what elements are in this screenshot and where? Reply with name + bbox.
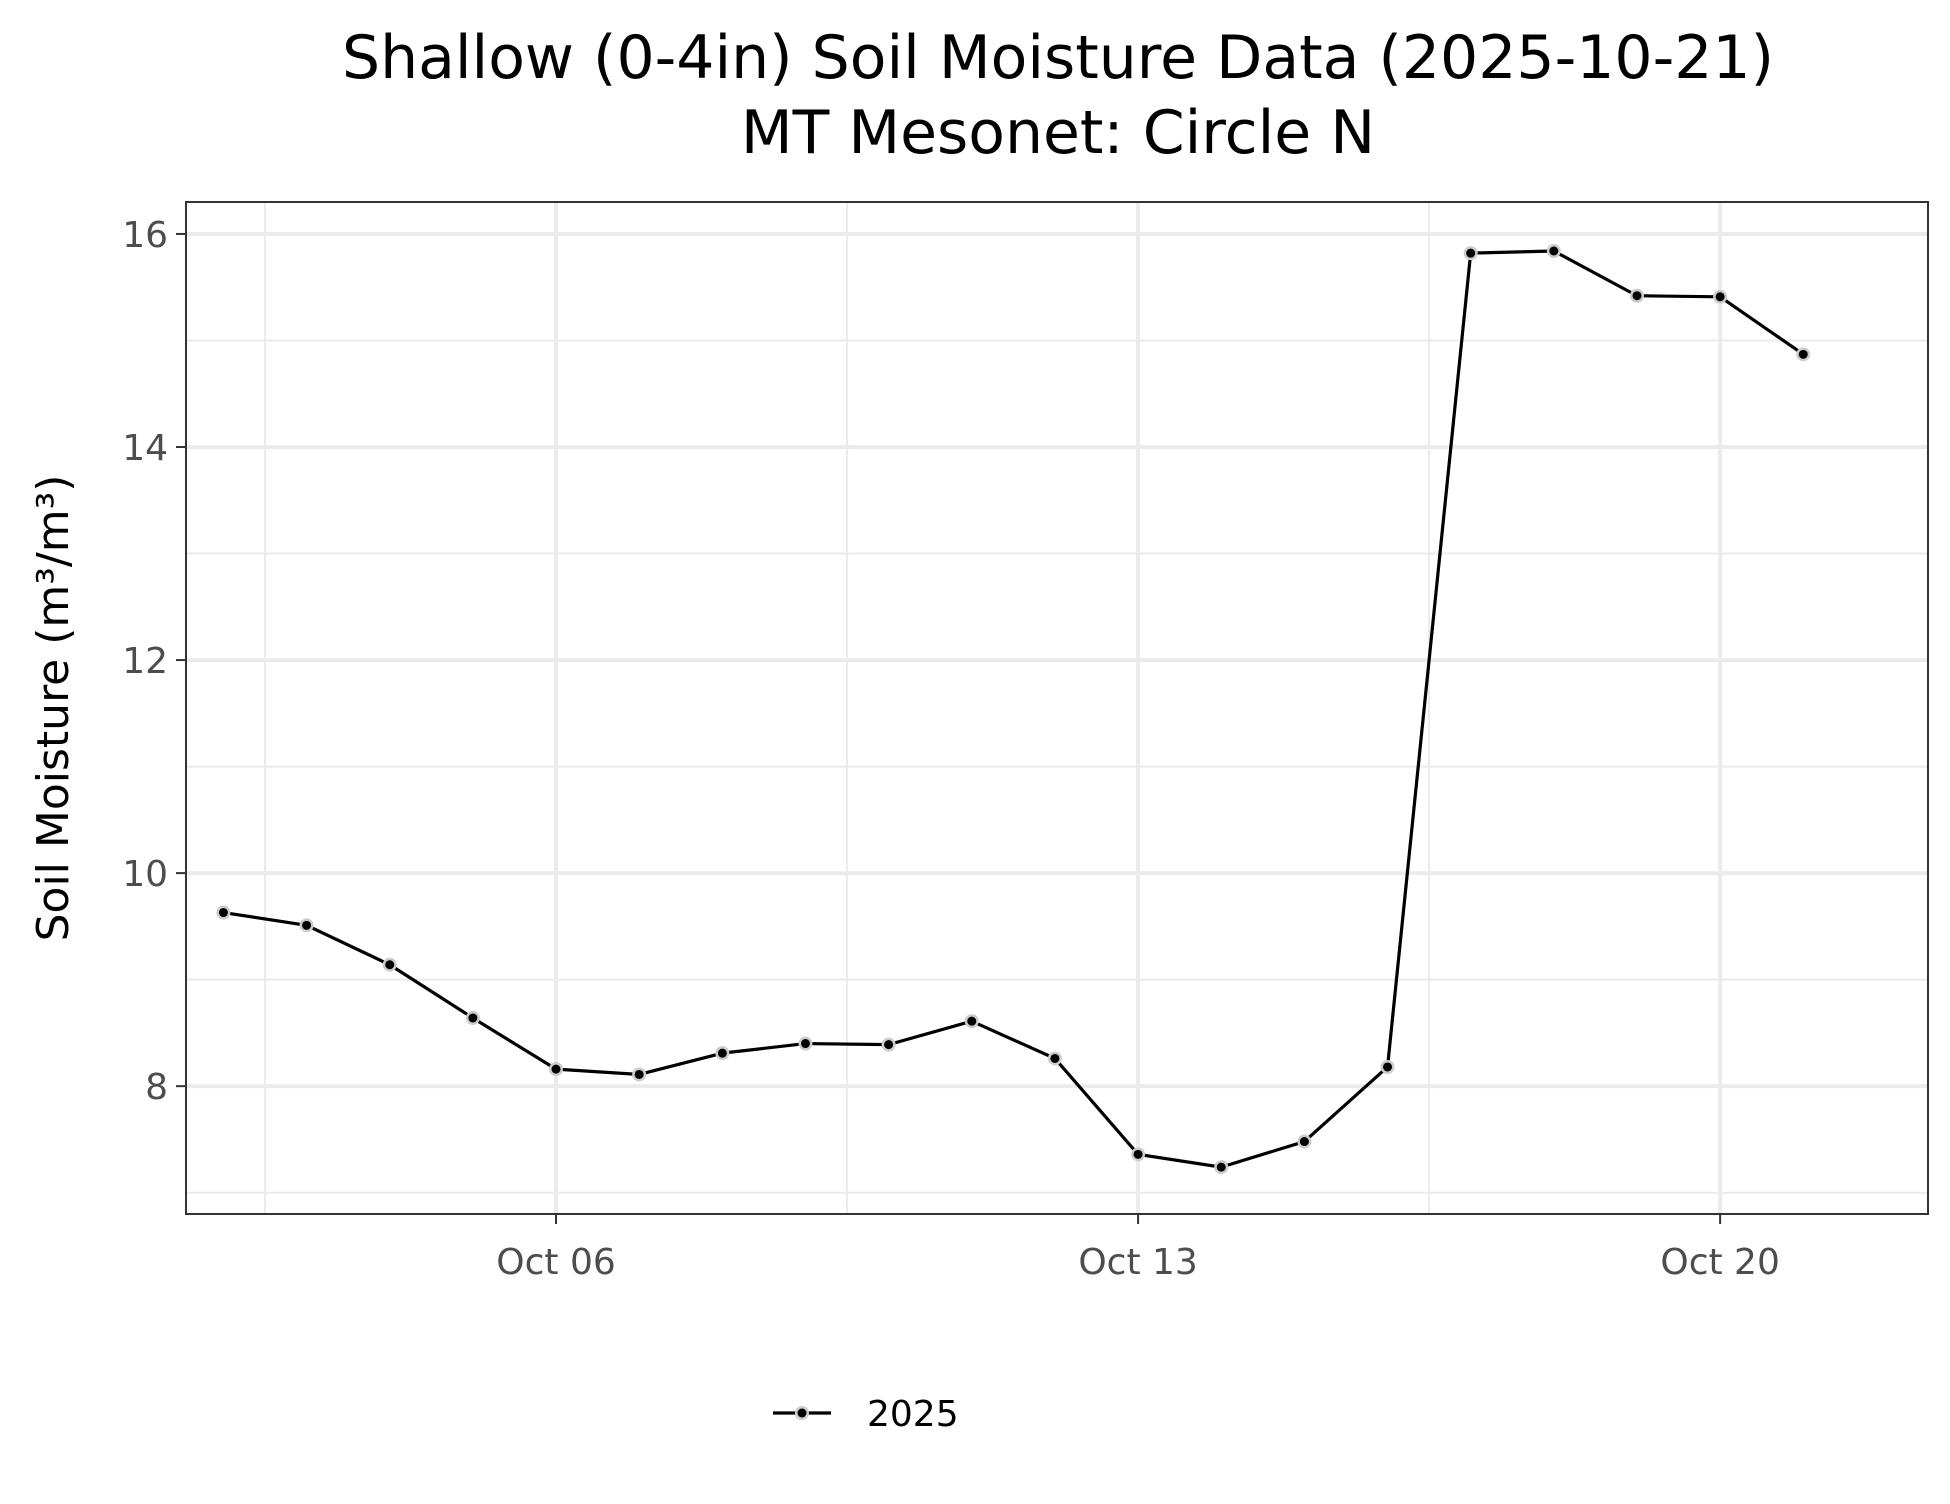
data-point bbox=[1383, 1062, 1393, 1072]
y-tick-label: 8 bbox=[145, 1067, 168, 1108]
data-point bbox=[218, 908, 228, 918]
x-tick-label: Oct 13 bbox=[1078, 1242, 1198, 1283]
legend: 2025 bbox=[773, 1394, 959, 1435]
data-point bbox=[967, 1016, 977, 1026]
y-tick-label: 14 bbox=[122, 428, 168, 469]
chart-title: Shallow (0-4in) Soil Moisture Data (2025… bbox=[342, 23, 1774, 93]
series-line-2025 bbox=[223, 249, 1805, 1169]
axis-layer: 8 10 12 14 16 Oct 06 Oct 13 Oct 20 bbox=[122, 201, 1929, 1283]
legend-label: 2025 bbox=[867, 1394, 959, 1435]
data-point bbox=[1549, 246, 1559, 256]
data-point bbox=[302, 920, 312, 930]
data-point bbox=[800, 1039, 810, 1049]
data-point bbox=[884, 1040, 894, 1050]
data-point bbox=[1466, 248, 1476, 258]
data-point bbox=[1050, 1053, 1060, 1063]
data-point bbox=[385, 960, 395, 970]
x-tick-label: Oct 06 bbox=[496, 1242, 616, 1283]
series-layer bbox=[216, 244, 1811, 1175]
data-point bbox=[717, 1048, 727, 1058]
grid-lines bbox=[186, 202, 1928, 1214]
data-point bbox=[1299, 1137, 1309, 1147]
x-tick-label: Oct 20 bbox=[1660, 1242, 1780, 1283]
y-tick-label: 12 bbox=[122, 641, 168, 682]
legend-swatch-point bbox=[797, 1408, 807, 1418]
plot-background bbox=[186, 202, 1928, 1214]
chart-subtitle: MT Mesonet: Circle N bbox=[741, 98, 1375, 168]
data-point bbox=[1715, 292, 1725, 302]
plot-panel bbox=[186, 202, 1928, 1214]
data-point bbox=[551, 1064, 561, 1074]
data-point bbox=[634, 1069, 644, 1079]
data-point bbox=[1133, 1149, 1143, 1159]
y-axis-label: Soil Moisture (m³/m³) bbox=[28, 475, 79, 942]
data-point bbox=[1632, 291, 1642, 301]
plot-border bbox=[185, 201, 1929, 1215]
data-point bbox=[1798, 349, 1808, 359]
y-tick-label: 10 bbox=[122, 854, 168, 895]
data-point bbox=[1216, 1162, 1226, 1172]
data-point bbox=[468, 1013, 478, 1023]
y-tick-label: 16 bbox=[122, 215, 168, 256]
